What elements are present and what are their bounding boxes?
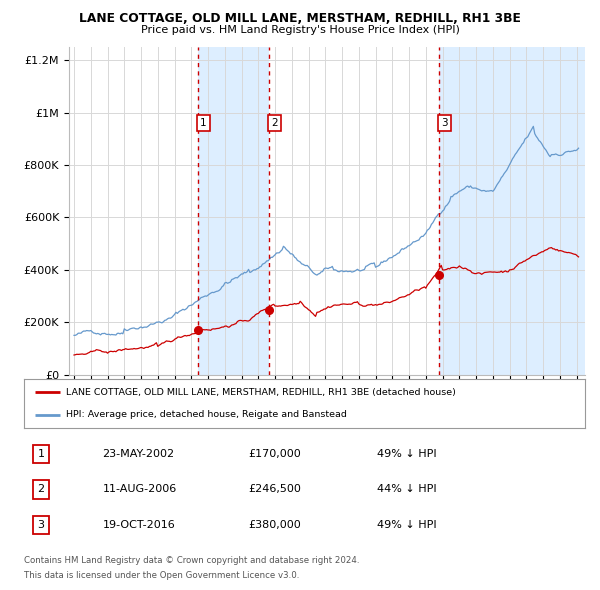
Text: 1: 1 [37, 449, 44, 459]
Text: LANE COTTAGE, OLD MILL LANE, MERSTHAM, REDHILL, RH1 3BE (detached house): LANE COTTAGE, OLD MILL LANE, MERSTHAM, R… [66, 388, 456, 397]
Text: Contains HM Land Registry data © Crown copyright and database right 2024.: Contains HM Land Registry data © Crown c… [24, 556, 359, 565]
Text: £170,000: £170,000 [248, 449, 301, 459]
Text: 3: 3 [37, 520, 44, 530]
Text: 44% ↓ HPI: 44% ↓ HPI [377, 484, 437, 494]
Text: LANE COTTAGE, OLD MILL LANE, MERSTHAM, REDHILL, RH1 3BE: LANE COTTAGE, OLD MILL LANE, MERSTHAM, R… [79, 12, 521, 25]
Text: £380,000: £380,000 [248, 520, 301, 530]
Text: 2: 2 [271, 118, 278, 128]
Text: 3: 3 [442, 118, 448, 128]
Text: HPI: Average price, detached house, Reigate and Banstead: HPI: Average price, detached house, Reig… [66, 410, 347, 419]
Text: £246,500: £246,500 [248, 484, 301, 494]
Text: 2: 2 [37, 484, 44, 494]
Text: 19-OCT-2016: 19-OCT-2016 [103, 520, 175, 530]
Text: 23-MAY-2002: 23-MAY-2002 [103, 449, 175, 459]
Text: Price paid vs. HM Land Registry's House Price Index (HPI): Price paid vs. HM Land Registry's House … [140, 25, 460, 35]
Text: This data is licensed under the Open Government Licence v3.0.: This data is licensed under the Open Gov… [24, 571, 299, 580]
Bar [439, 47, 585, 375]
Text: 49% ↓ HPI: 49% ↓ HPI [377, 520, 437, 530]
Text: 49% ↓ HPI: 49% ↓ HPI [377, 449, 437, 459]
Text: 11-AUG-2006: 11-AUG-2006 [103, 484, 177, 494]
Bar [197, 47, 269, 375]
Text: 1: 1 [200, 118, 207, 128]
